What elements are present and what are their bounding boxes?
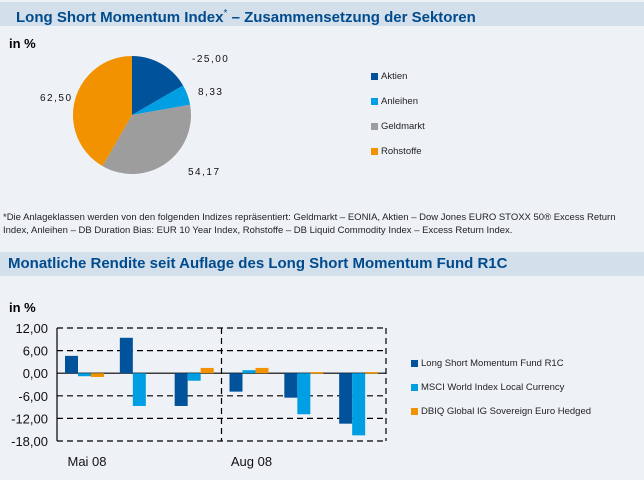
bar-msci xyxy=(352,373,366,436)
bar-fund xyxy=(229,373,243,392)
y-tick-label: -12,00 xyxy=(11,411,48,426)
bar-msci xyxy=(297,373,311,415)
pie-unit-label: in % xyxy=(9,36,36,51)
pie-value-label: 54,17 xyxy=(188,167,221,178)
legend-item: Long Short Momentum Fund R1C xyxy=(411,357,591,369)
x-tick-label: Aug 08 xyxy=(231,454,272,469)
legend-label: Long Short Momentum Fund R1C xyxy=(421,357,564,369)
legend-swatch xyxy=(371,122,378,130)
y-tick-label: 6,00 xyxy=(23,344,48,359)
footnote-text: *Die Anlageklassen werden von den folgen… xyxy=(3,212,616,236)
bar-dbiq xyxy=(91,373,104,377)
pie-value-label: 62,50 xyxy=(40,93,73,104)
bar-dbiq xyxy=(200,367,214,374)
bar-fund xyxy=(65,355,78,374)
section-title: Monatliche Rendite seit Auflage des Long… xyxy=(8,255,508,272)
pie-chart: -25,00 8,33 54,17 62,50 xyxy=(40,54,229,178)
legend-label: DBIQ Global IG Sovereign Euro Hedged xyxy=(421,405,592,417)
footnote-mark: * xyxy=(223,8,228,19)
bar-msci xyxy=(242,370,256,374)
legend-swatch xyxy=(411,407,418,415)
section-title: Long Short Momentum Index xyxy=(16,9,224,26)
pie-slice-geldmarkt xyxy=(102,104,191,174)
legend-label: Aktien xyxy=(381,70,408,82)
bar-msci xyxy=(132,373,146,406)
legend-label: Geldmarkt xyxy=(381,120,425,132)
bar-dbiq xyxy=(310,372,324,374)
pie-value-label: -25,00 xyxy=(192,54,229,65)
section-header-monthly-returns: Monatliche Rendite seit Auflage des Long… xyxy=(0,252,644,276)
bar-fund xyxy=(174,373,188,406)
bar-msci xyxy=(187,373,201,381)
legend-item-geldmarkt: Geldmarkt xyxy=(371,120,425,132)
legend-swatch xyxy=(371,97,378,105)
bar-unit-label: in % xyxy=(9,300,36,315)
section-title-rest: – Zusammensetzung der Sektoren xyxy=(227,9,476,26)
legend-item: MSCI World Index Local Currency xyxy=(411,381,591,393)
legend-item-anleihen: Anleihen xyxy=(371,95,425,107)
legend-swatch xyxy=(371,72,378,80)
legend-label: MSCI World Index Local Currency xyxy=(421,381,565,393)
y-tick-label: -6,00 xyxy=(18,389,48,404)
bar-chart: 12,00 6,00 0,00 -6,00 -12,00 -18,00 Mai 08 Aug … xyxy=(11,321,387,469)
bar-msci xyxy=(78,373,91,377)
bar-fund xyxy=(284,373,298,398)
pie-slice-rohstoffe xyxy=(73,56,132,167)
bar-dbiq xyxy=(255,367,269,374)
pie-slice-anleihen xyxy=(132,85,191,115)
x-tick-label: Mai 08 xyxy=(67,454,106,469)
legend-label: Rohstoffe xyxy=(381,145,422,157)
bar-fund xyxy=(339,373,353,424)
legend-swatch xyxy=(411,359,418,367)
y-tick-label: -18,00 xyxy=(11,434,48,449)
pie-legend: Aktien Anleihen Geldmarkt Rohstoffe xyxy=(371,70,425,170)
legend-swatch xyxy=(371,147,378,155)
section-header-sector-composition: Long Short Momentum Index* – Zusammenset… xyxy=(0,2,644,26)
bar-legend: Long Short Momentum Fund R1C MSCI World I… xyxy=(411,357,591,429)
pie-value-label: 8,33 xyxy=(198,87,223,98)
legend-item-rohstoffe: Rohstoffe xyxy=(371,145,425,157)
bar-fund xyxy=(119,337,133,374)
y-tick-label: 0,00 xyxy=(23,366,48,381)
y-tick-label: 12,00 xyxy=(15,321,48,336)
bar-dbiq xyxy=(365,372,379,374)
pie-slice-aktien xyxy=(132,56,184,115)
legend-item: DBIQ Global IG Sovereign Euro Hedged xyxy=(411,405,591,417)
legend-item-aktien: Aktien xyxy=(371,70,425,82)
legend-swatch xyxy=(411,383,418,391)
legend-label: Anleihen xyxy=(381,95,418,107)
